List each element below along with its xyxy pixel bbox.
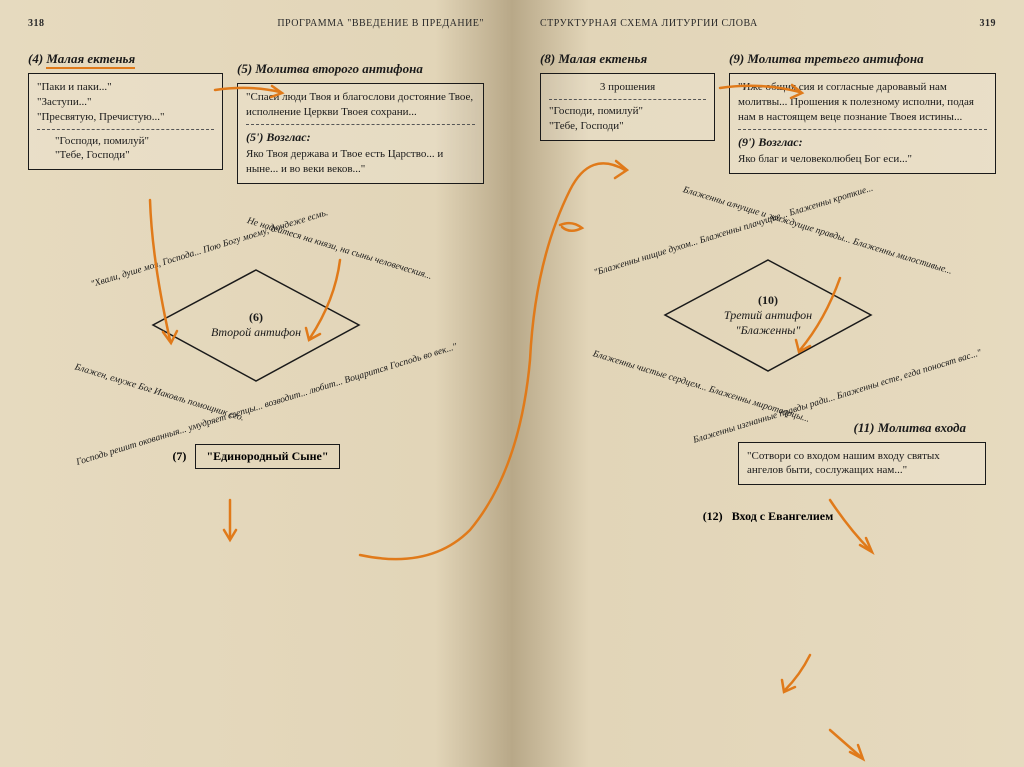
section-5-title: (5) Молитва второго антифона xyxy=(237,61,484,77)
header-right: СТРУКТУРНАЯ СХЕМА ЛИТУРГИИ СЛОВА 319 xyxy=(540,18,996,29)
page-left: 318 ПРОГРАММА "ВВЕДЕНИЕ В ПРЕДАНИЕ" (4) … xyxy=(0,0,512,767)
section-8-title: (8) Малая ектенья xyxy=(540,51,715,67)
section-12: (12) Вход с Евангелием xyxy=(540,509,996,524)
running-head-left: ПРОГРАММА "ВВЕДЕНИЕ В ПРЕДАНИЕ" xyxy=(277,18,484,29)
box-4: "Паки и паки..." "Заступи..." "Пресвятую… xyxy=(28,73,223,170)
box-11: "Сотвори со входом нашим входу святых ан… xyxy=(738,442,986,486)
box-9: "Иже общия сия и согласные даровавый нам… xyxy=(729,73,996,174)
running-head-right: СТРУКТУРНАЯ СХЕМА ЛИТУРГИИ СЛОВА xyxy=(540,18,758,29)
page-right: СТРУКТУРНАЯ СХЕМА ЛИТУРГИИ СЛОВА 319 (8)… xyxy=(512,0,1024,767)
diamond-6: (6) Второй антифон "Хвали, душе моя, Гос… xyxy=(106,240,406,410)
section-9-title: (9) Молитва третьего антифона xyxy=(729,51,996,67)
box-8: 3 прошения "Господи, помилуй" "Тебе, Гос… xyxy=(540,73,715,141)
page-number-left: 318 xyxy=(28,18,45,29)
box-5: "Спаси люди Твоя и благослови достояние … xyxy=(237,83,484,184)
diamond-10: (10) Третий антифон "Блаженны" "Блаженны… xyxy=(618,230,918,400)
header-left: 318 ПРОГРАММА "ВВЕДЕНИЕ В ПРЕДАНИЕ" xyxy=(28,18,484,29)
section-4-title: (4) Малая ектенья xyxy=(28,51,223,67)
page-number-right: 319 xyxy=(980,18,997,29)
